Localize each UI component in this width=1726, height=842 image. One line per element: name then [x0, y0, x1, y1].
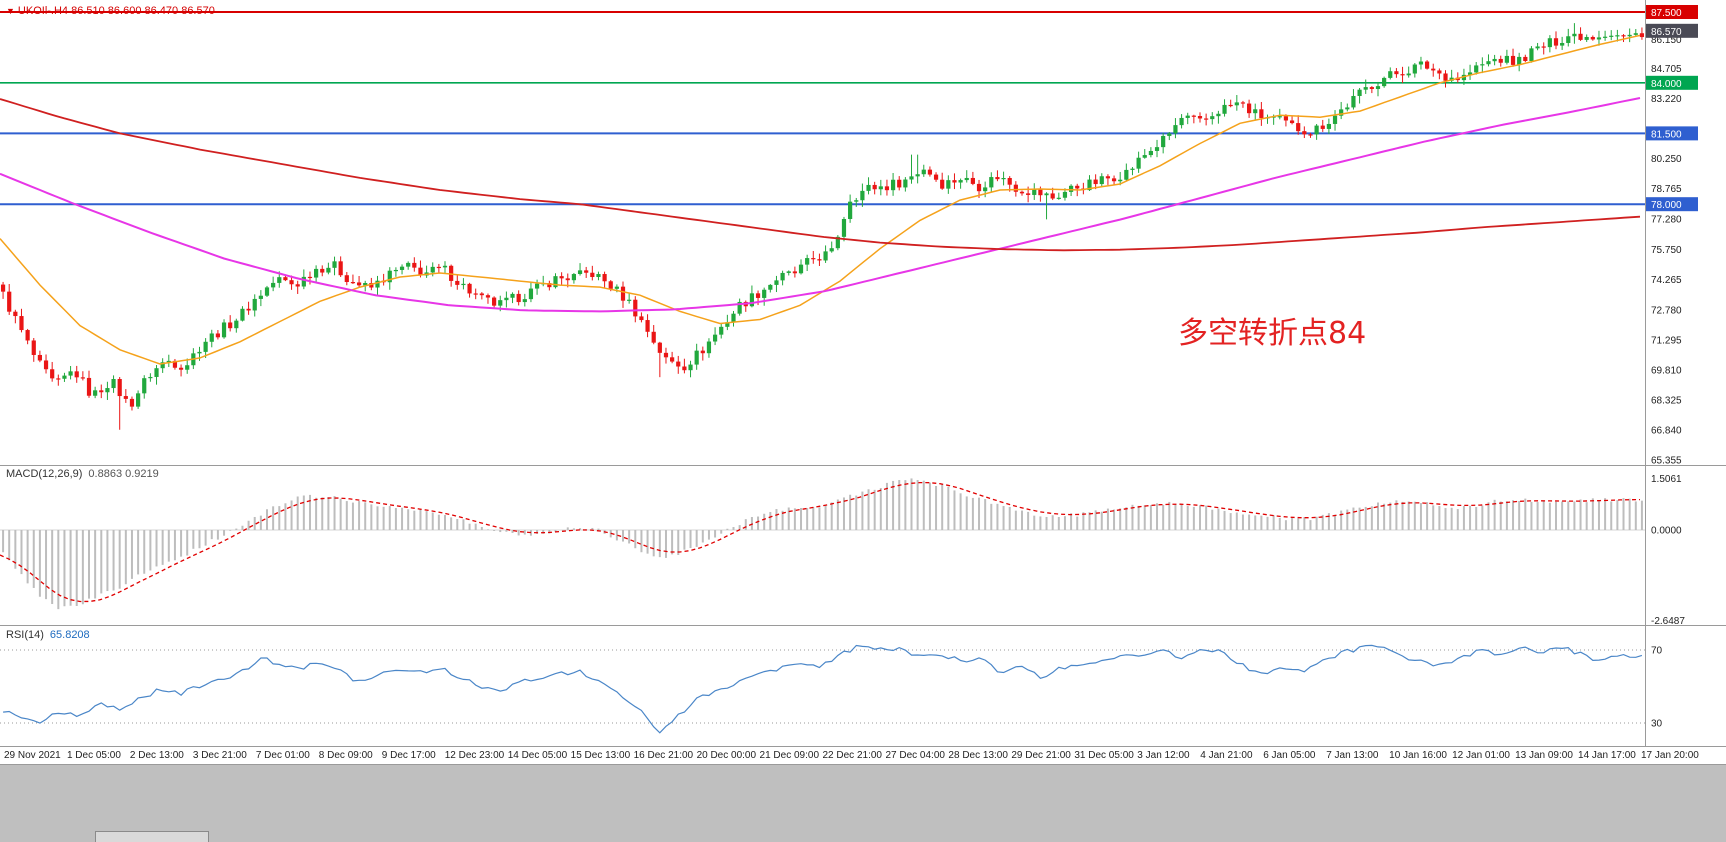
svg-text:77.280: 77.280	[1651, 214, 1682, 225]
svg-text:31 Dec 05:00: 31 Dec 05:00	[1074, 750, 1134, 761]
svg-text:86.150: 86.150	[1651, 35, 1682, 46]
macd-values: 0.8863 0.9219	[88, 468, 159, 480]
svg-text:84.705: 84.705	[1651, 64, 1682, 75]
svg-text:-2.6487: -2.6487	[1651, 616, 1685, 627]
rsi-value: 65.8208	[49, 629, 90, 641]
panel-frames	[0, 0, 1726, 747]
svg-text:65.355: 65.355	[1651, 456, 1682, 467]
svg-text:12 Jan 01:00: 12 Jan 01:00	[1452, 750, 1510, 761]
svg-text:74.265: 74.265	[1651, 275, 1682, 286]
svg-text:86.570: 86.570	[1651, 27, 1682, 38]
svg-text:13 Jan 09:00: 13 Jan 09:00	[1515, 750, 1573, 761]
svg-text:29 Dec 21:00: 29 Dec 21:00	[1011, 750, 1071, 761]
svg-text:15 Dec 13:00: 15 Dec 13:00	[571, 750, 631, 761]
svg-text:9 Dec 17:00: 9 Dec 17:00	[382, 750, 436, 761]
svg-text:21 Dec 09:00: 21 Dec 09:00	[760, 750, 820, 761]
svg-text:7 Dec 01:00: 7 Dec 01:00	[256, 750, 310, 761]
svg-text:84.000: 84.000	[1651, 79, 1682, 90]
svg-text:28 Dec 13:00: 28 Dec 13:00	[948, 750, 1008, 761]
macd-signal-line	[0, 481, 1641, 603]
svg-text:0.0000: 0.0000	[1651, 526, 1682, 537]
svg-text:6 Jan 05:00: 6 Jan 05:00	[1263, 750, 1316, 761]
svg-text:1.5061: 1.5061	[1651, 474, 1682, 485]
svg-text:1 Dec 05:00: 1 Dec 05:00	[67, 750, 121, 761]
svg-text:70: 70	[1651, 646, 1663, 657]
svg-text:14 Jan 17:00: 14 Jan 17:00	[1578, 750, 1636, 761]
tick-down-icon: ▼	[6, 6, 15, 16]
rsi-name: RSI(14)	[6, 629, 44, 641]
horizontal-level-lines	[0, 11, 1645, 206]
svg-text:29 Nov 2021: 29 Nov 2021	[4, 750, 61, 761]
svg-text:10 Jan 16:00: 10 Jan 16:00	[1389, 750, 1447, 761]
rsi-indicator-label: RSI(14) 65.8208	[6, 629, 90, 641]
svg-text:16 Dec 21:00: 16 Dec 21:00	[634, 750, 694, 761]
macd-indicator-label: MACD(12,26,9) 0.8863 0.9219	[6, 468, 159, 480]
ma-slow-line	[0, 98, 1641, 252]
horizontal-scrollbar[interactable]	[95, 831, 209, 842]
svg-text:22 Dec 21:00: 22 Dec 21:00	[823, 750, 883, 761]
svg-text:81.500: 81.500	[1651, 129, 1682, 140]
window-footer	[0, 764, 1726, 842]
svg-text:3 Jan 12:00: 3 Jan 12:00	[1137, 750, 1190, 761]
svg-text:27 Dec 04:00: 27 Dec 04:00	[885, 750, 945, 761]
macd-axis: 1.5061 0.0000 -2.6487	[1651, 474, 1685, 627]
chart-annotation-text: 多空转折点84	[1178, 316, 1367, 351]
svg-text:78.000: 78.000	[1651, 200, 1682, 211]
svg-text:66.840: 66.840	[1651, 425, 1682, 436]
svg-text:8 Dec 09:00: 8 Dec 09:00	[319, 750, 373, 761]
macd-histogram	[0, 478, 1645, 610]
price-axis: 86.150 84.705 83.220 80.250 78.765 77.280 75.7…	[1646, 5, 1698, 467]
svg-text:17 Jan 20:00: 17 Jan 20:00	[1641, 750, 1699, 761]
time-axis: 29 Nov 2021 1 Dec 05:00 2 Dec 13:00 3 Dec 2…	[4, 750, 1699, 761]
ma-mid-line	[0, 97, 1641, 313]
svg-text:69.810: 69.810	[1651, 365, 1682, 376]
svg-text:7 Jan 13:00: 7 Jan 13:00	[1326, 750, 1379, 761]
rsi-line	[3, 644, 1643, 734]
svg-text:3 Dec 21:00: 3 Dec 21:00	[193, 750, 247, 761]
svg-text:72.780: 72.780	[1651, 305, 1682, 316]
chart-canvas[interactable]: 86.150 84.705 83.220 80.250 78.765 77.280 75.7…	[0, 0, 1726, 764]
svg-text:75.750: 75.750	[1651, 245, 1682, 256]
svg-text:2 Dec 13:00: 2 Dec 13:00	[130, 750, 184, 761]
svg-text:4 Jan 21:00: 4 Jan 21:00	[1200, 750, 1253, 761]
svg-text:30: 30	[1651, 719, 1663, 730]
symbol-ohlc-text: UKOIl-.H4 86.510 86.600 86.470 86.570	[17, 5, 215, 17]
svg-text:80.250: 80.250	[1651, 154, 1682, 165]
svg-text:12 Dec 23:00: 12 Dec 23:00	[445, 750, 505, 761]
svg-text:78.765: 78.765	[1651, 184, 1682, 195]
rsi-levels: 70 30	[0, 646, 1663, 730]
candles-group	[0, 23, 1645, 430]
macd-name: MACD(12,26,9)	[6, 468, 83, 480]
svg-text:83.220: 83.220	[1651, 94, 1682, 105]
svg-text:71.295: 71.295	[1651, 335, 1682, 346]
ma-fast-line	[0, 34, 1641, 365]
svg-text:20 Dec 00:00: 20 Dec 00:00	[697, 750, 757, 761]
svg-text:14 Dec 05:00: 14 Dec 05:00	[508, 750, 568, 761]
svg-text:68.325: 68.325	[1651, 395, 1682, 406]
symbol-ohlc-label: ▼ UKOIl-.H4 86.510 86.600 86.470 86.570	[6, 5, 215, 17]
svg-text:87.500: 87.500	[1651, 8, 1682, 19]
